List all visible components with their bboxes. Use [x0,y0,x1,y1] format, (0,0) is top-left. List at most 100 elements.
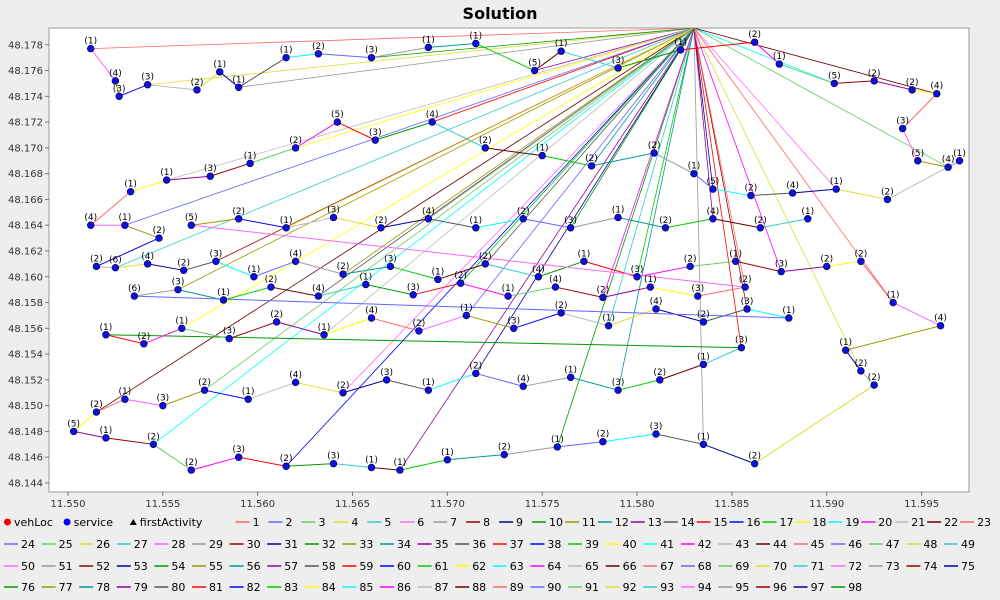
route-segment [693,27,894,303]
legend-route-label: 88 [472,581,486,594]
point-label: (2) [868,69,881,79]
service-point [130,292,139,300]
point-label: (5) [528,59,541,69]
route-segment [431,121,486,149]
point-label: (1) [422,35,435,45]
route-segment [286,53,319,59]
y-tick-label: 48.162 [8,246,43,257]
route-segment [371,317,420,332]
route-segment [105,334,144,345]
route-segment [507,286,556,297]
point-label: (3) [741,297,754,307]
route-segment [248,381,296,400]
route-segment [295,381,344,394]
y-tick-label: 48.172 [8,118,43,129]
point-label: (4) [934,314,947,324]
service-point [272,318,281,326]
legend-route-label: 90 [547,581,561,594]
point-label: (3) [232,445,245,455]
service-point [534,273,543,281]
point-label: (3) [113,84,126,94]
service-point [731,257,740,265]
point-label: (3) [156,394,169,404]
point-label: (1) [830,177,843,187]
service-point [193,86,201,94]
route-segment [636,27,695,277]
service-point [553,443,562,451]
point-label: (1) [100,426,113,436]
route-segment [118,84,148,97]
route-segment [428,42,476,48]
route-segment [399,27,695,471]
route-segment [636,265,691,278]
legend-route-label: 80 [171,581,185,594]
point-label: (4) [517,374,530,384]
point-label: (4) [365,306,378,316]
route-segment [390,265,438,280]
route-segment [712,218,761,229]
service-point [599,293,607,302]
route-segment [735,260,782,273]
legend-route-label: 98 [848,581,862,594]
service-point [557,309,565,317]
point-label: (3) [327,452,340,462]
service-point [179,266,188,275]
service-point [314,50,323,58]
route-segment [166,175,211,181]
route-segment [845,349,862,372]
routes-layer [73,27,960,471]
point-label: (2) [906,78,919,88]
point-label: (2) [697,310,710,320]
route-segment [466,314,514,329]
route-segment [124,27,695,226]
route-segment [602,286,651,298]
legend-route-label: 15 [714,516,728,529]
route-segment [105,437,154,445]
point-label: (1) [100,323,113,333]
route-segment [570,27,695,228]
legend-route-label: 42 [698,538,712,551]
route-segment [147,84,198,91]
point-label: (1) [394,458,407,468]
y-tick-label: 48.166 [8,195,43,206]
legend-route-label: 3 [318,516,325,529]
point-label: (1) [602,314,615,324]
route-segment [617,379,660,391]
route-segment [295,121,338,149]
route-segment [912,89,937,95]
point-label: (5) [911,149,924,159]
point-label: (5) [185,213,198,223]
legend-route-label: 19 [845,516,859,529]
service-point [333,118,342,126]
legend-route-label: 51 [59,560,73,573]
route-segment [285,27,695,229]
route-segment [105,334,742,349]
route-segment [399,459,448,471]
y-tick-label: 48.150 [8,401,43,412]
route-segment [96,237,160,267]
point-label: (3) [204,164,217,174]
service-point [633,273,641,281]
service-point [267,283,275,291]
point-label: (2) [375,216,388,226]
point-label: (1) [555,39,568,49]
service-point [750,459,759,468]
point-label: (3) [612,56,625,66]
legend-route-label: 92 [623,581,637,594]
route-segment [342,379,387,394]
point-label: (2) [191,78,204,88]
service-point [777,267,785,276]
legend-route-label: 47 [886,538,900,551]
legend-route-label: 17 [779,516,793,529]
route-segment [295,260,344,275]
point-label: (3) [564,216,577,226]
point-label: (1) [365,456,378,466]
route-segment [826,260,861,267]
route-segment [781,265,827,273]
service-point [212,257,220,265]
x-tick-label: 11.580 [620,499,655,510]
route-segment [779,63,835,84]
point-label: (1) [697,352,710,362]
legend-route-label: 95 [735,581,749,594]
